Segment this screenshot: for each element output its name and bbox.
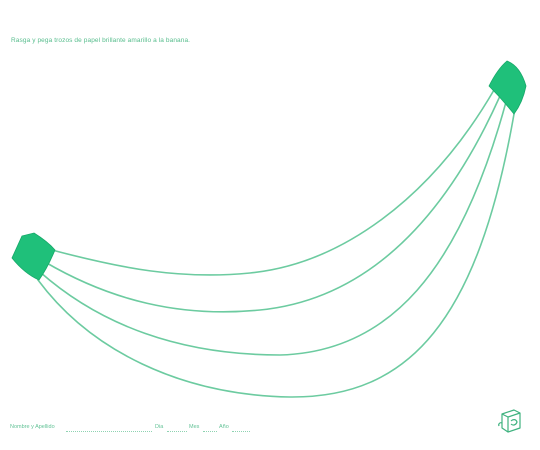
publisher-logo-icon — [498, 409, 521, 433]
day-line — [167, 431, 187, 432]
banana-left-tip — [11, 232, 56, 281]
banana-top-edge — [51, 89, 495, 276]
instruction-text: Rasga y pega trozos de papel brillante a… — [11, 37, 191, 44]
banana-bottom-edge — [37, 113, 515, 398]
month-label: Mes — [189, 424, 200, 430]
year-line — [232, 431, 250, 432]
month-line — [203, 431, 217, 432]
day-label: Dia — [155, 424, 164, 430]
name-line — [66, 431, 152, 432]
banana-right-tip — [488, 60, 527, 115]
banana-stripe-2 — [39, 101, 507, 356]
banana-stripe-1 — [44, 95, 501, 313]
year-label: Año — [219, 424, 229, 430]
name-label: Nombre y Apellido — [10, 424, 55, 430]
